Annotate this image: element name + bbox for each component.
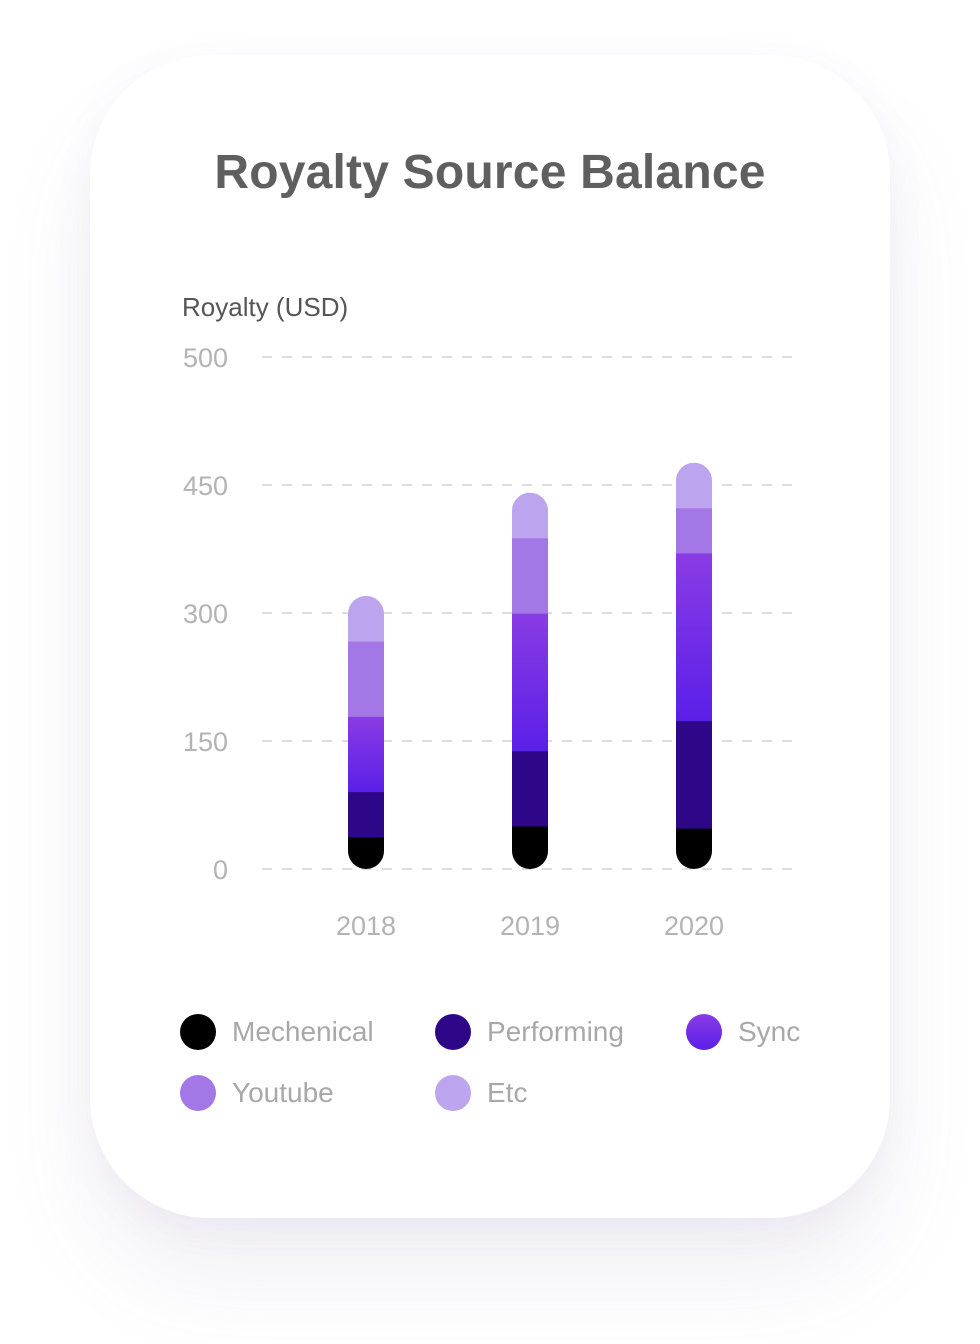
legend-label: Mechenical [232,1016,374,1047]
legend-label: Performing [487,1016,624,1047]
x-tick-label: 2019 [500,911,560,941]
chart-title: Royalty Source Balance [214,146,766,199]
legend-item-etc: Etc [435,1073,527,1113]
bars [348,462,712,869]
y-tick-label: 450 [183,471,228,501]
legend-item-sync: Sync [686,1012,800,1052]
legend-swatch [180,1075,216,1111]
bar-segment-sync-2018 [348,716,384,793]
y-tick-labels: 0 150 300 450 500 [183,343,228,885]
bar-segment-youtube-2020 [676,507,712,554]
legend-item-youtube: Youtube [180,1073,334,1113]
legend-swatch [435,1075,471,1111]
bar-segment-youtube-2019 [512,537,548,614]
legend-item-mechenical: Mechenical [180,1012,374,1052]
y-tick-label: 0 [213,855,228,885]
y-tick-label: 150 [183,727,228,757]
chart-card [90,55,890,1218]
bar-stack-2019 [512,492,548,869]
bar-stack-2018 [348,595,384,869]
x-tick-labels: 2018 2019 2020 [336,911,724,941]
legend-label: Youtube [232,1077,334,1108]
legend-item-performing: Performing [435,1012,624,1052]
x-tick-label: 2020 [664,911,724,941]
bar-segment-sync-2019 [512,613,548,752]
x-tick-label: 2018 [336,911,396,941]
y-tick-label: 500 [183,343,228,373]
bar-segment-mechenical-2020 [676,828,712,869]
y-tick-label: 300 [183,599,228,629]
legend-label: Etc [487,1077,528,1108]
bar-segment-mechenical-2019 [512,825,548,869]
bar-segment-mechenical-2018 [348,836,384,869]
bar-segment-etc-2019 [512,492,548,539]
bar-segment-performing-2018 [348,791,384,838]
bar-segment-etc-2020 [676,462,712,509]
bar-stack-2020 [676,462,712,869]
bar-segment-performing-2019 [512,750,548,827]
legend-swatch [435,1014,471,1050]
legend-swatch [686,1014,722,1050]
bar-segment-sync-2020 [676,552,712,722]
legend-label: Sync [738,1016,801,1047]
bar-segment-youtube-2018 [348,641,384,717]
bar-segment-performing-2020 [676,720,712,829]
y-axis-label: Royalty (USD) [182,292,349,322]
bar-segment-etc-2018 [348,595,384,642]
legend-swatch [180,1014,216,1050]
